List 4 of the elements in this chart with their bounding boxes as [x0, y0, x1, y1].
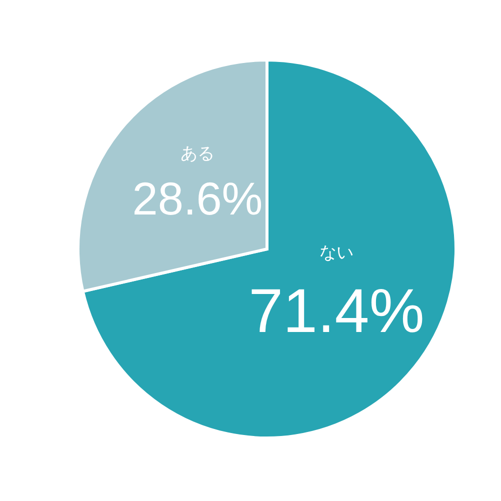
data-label: 71.4% [248, 277, 424, 346]
data-label: 28.6% [132, 172, 263, 224]
slice-label: ない [320, 242, 354, 263]
slice-label: ある [180, 144, 214, 164]
